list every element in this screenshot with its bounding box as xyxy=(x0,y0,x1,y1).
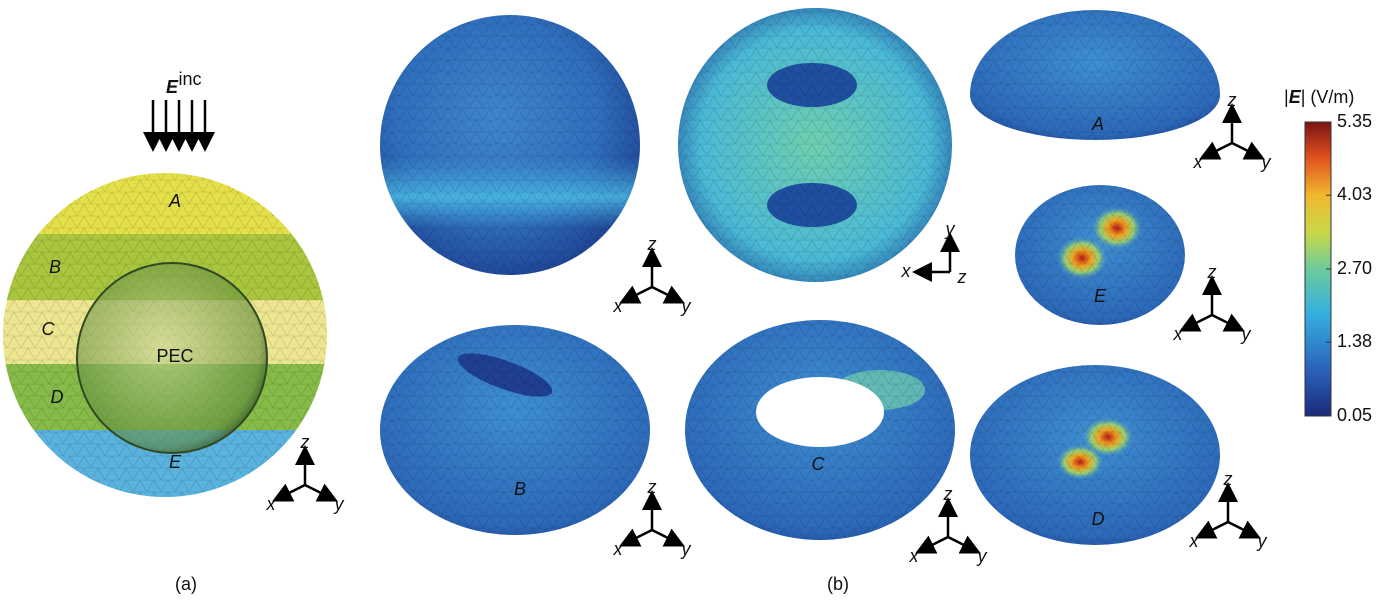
axis-label: x xyxy=(909,546,920,566)
axis-label: z xyxy=(1227,90,1237,110)
view-label: C xyxy=(812,454,826,474)
axis-arrow xyxy=(281,485,305,497)
axis-arrow xyxy=(1228,522,1252,534)
axis-arrow xyxy=(652,287,676,299)
axis-triad xyxy=(924,507,972,549)
axis-arrow xyxy=(1208,143,1232,155)
axis-label: y xyxy=(333,494,345,514)
colorbar-tick-label: 2.70 xyxy=(1337,258,1372,278)
axis-triad xyxy=(922,242,950,272)
axis-label: z xyxy=(1207,262,1217,282)
axis-arrow xyxy=(1204,522,1228,534)
axis-arrow xyxy=(1232,143,1256,155)
incident-arrows xyxy=(153,100,205,142)
caption: (b) xyxy=(827,574,849,594)
figure: Einc A B C D E PEC (a) (b) z x y z x y y x z z x y Az x y Ez x y Bz… xyxy=(0,0,1383,603)
axis-label: z xyxy=(647,477,657,497)
region-label: D xyxy=(51,387,64,407)
core-label: PEC xyxy=(156,346,193,366)
caption: (a) xyxy=(175,574,197,594)
axis-arrow xyxy=(628,287,652,299)
axis-label: y xyxy=(976,546,988,566)
axis-label: x xyxy=(1193,152,1204,172)
colorbar-tick-label: 5.35 xyxy=(1337,111,1372,131)
axis-label: y xyxy=(1260,152,1272,172)
title-part: | (V/m) xyxy=(1301,87,1355,107)
axis-label: y xyxy=(680,539,692,559)
axis-triad xyxy=(1208,113,1256,155)
view-label: D xyxy=(1092,509,1105,529)
axis-label: z xyxy=(957,267,967,287)
axis-label: x xyxy=(613,539,624,559)
axis-triad xyxy=(1204,492,1252,534)
axis-triad xyxy=(281,455,329,497)
view-label: A xyxy=(1091,114,1104,134)
axis-arrow xyxy=(305,485,329,497)
axis-arrow xyxy=(924,537,948,549)
axis-label: x xyxy=(1173,324,1184,344)
colorbar-tick-label: 1.38 xyxy=(1337,331,1372,351)
colorbar-tick-label: 4.03 xyxy=(1337,184,1372,204)
axis-triad xyxy=(628,500,676,542)
axis-label: y xyxy=(1240,324,1252,344)
axis-label: x xyxy=(613,296,624,316)
region-label: E xyxy=(169,452,182,472)
axis-triad xyxy=(1188,285,1236,327)
colorbar-tick-label: 0.05 xyxy=(1337,405,1372,425)
region-label: C xyxy=(42,319,56,339)
view-label: E xyxy=(1094,286,1107,306)
axis-arrow xyxy=(1188,315,1212,327)
axis-triad xyxy=(628,257,676,299)
incident-sup: inc xyxy=(178,69,201,89)
axis-label: x xyxy=(266,494,277,514)
axis-arrow xyxy=(628,530,652,542)
axis-label: x xyxy=(1189,531,1200,551)
axis-label: y xyxy=(680,296,692,316)
axis-label: z xyxy=(300,432,310,452)
axis-label: z xyxy=(1223,469,1233,489)
region-label: A xyxy=(168,191,181,211)
view-shapes xyxy=(380,8,1220,545)
axis-arrow xyxy=(1212,315,1236,327)
axis-arrow xyxy=(948,537,972,549)
axis-label: x xyxy=(901,261,912,281)
region-label: B xyxy=(49,257,61,277)
axis-arrow xyxy=(652,530,676,542)
view-label: B xyxy=(514,479,526,499)
incident-symbol: E xyxy=(166,77,179,97)
axis-label: y xyxy=(944,219,956,239)
axis-label: z xyxy=(943,484,953,504)
axis-label: z xyxy=(647,234,657,254)
axis-label: y xyxy=(1256,531,1268,551)
colorbar-title: |E| (V/m) xyxy=(1284,87,1354,107)
